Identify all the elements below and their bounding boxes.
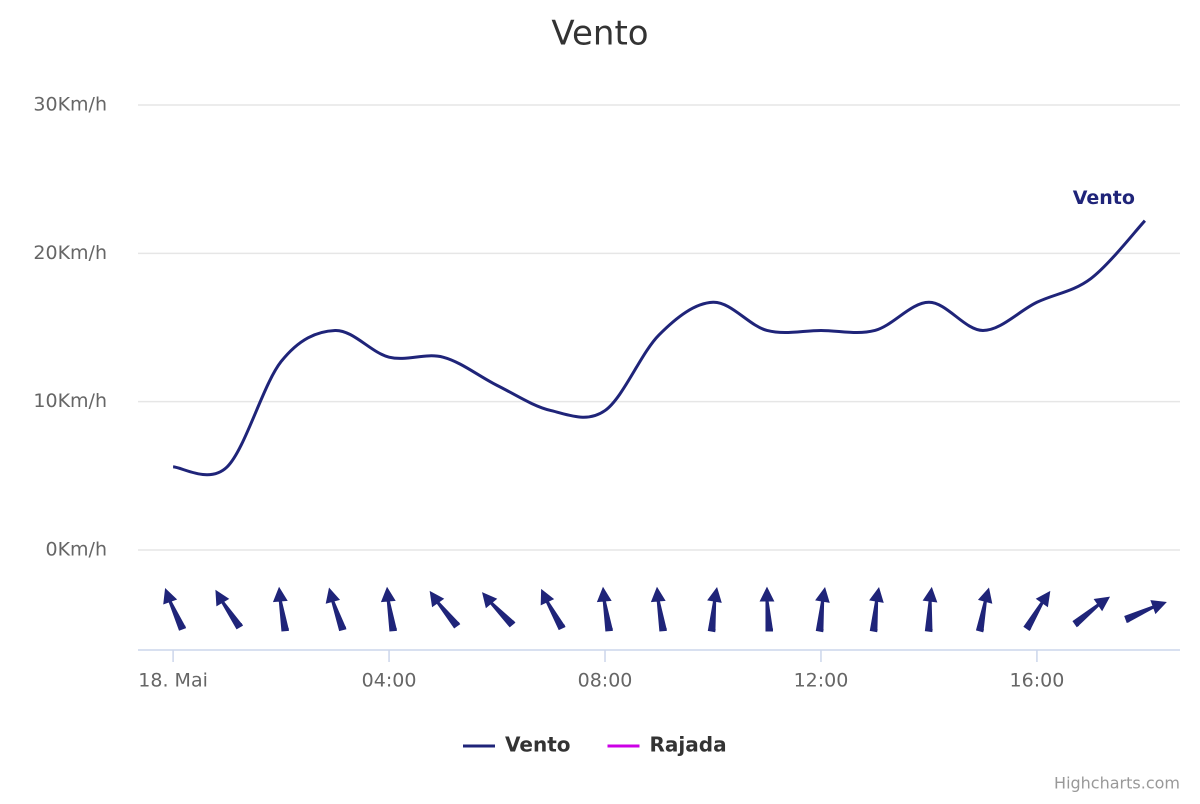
wind-arrow — [1072, 596, 1111, 628]
wind-arrow — [815, 587, 830, 633]
wind-arrow — [380, 586, 397, 632]
wind-arrow — [163, 588, 187, 631]
chart-title: Vento — [551, 14, 648, 54]
credits: Highcharts.com — [1054, 774, 1180, 793]
x-tick-label: 16:00 — [1010, 670, 1065, 692]
wind-arrow — [759, 586, 775, 632]
x-tick-label: 12:00 — [794, 670, 849, 692]
series-label: Vento — [1073, 187, 1135, 209]
y-tick-label: 10Km/h — [33, 390, 107, 412]
y-tick-label: 20Km/h — [33, 242, 107, 264]
series-line — [172, 219, 1147, 477]
wind-arrow — [596, 586, 613, 632]
legend-label[interactable]: Vento — [505, 733, 571, 757]
x-tick-label: 18. Mai — [138, 670, 208, 692]
wind-arrow — [650, 586, 667, 632]
y-tick-label: 30Km/h — [33, 94, 107, 116]
y-tick-label: 0Km/h — [46, 539, 108, 561]
wind-arrow — [1023, 590, 1051, 632]
legend-label[interactable]: Rajada — [650, 733, 727, 757]
wind-arrow — [540, 588, 566, 631]
wind-arrow — [975, 587, 993, 633]
x-tick-label: 04:00 — [362, 670, 417, 692]
wind-arrow — [272, 586, 289, 632]
wind-arrow — [429, 590, 461, 629]
wind-arrow — [922, 586, 938, 633]
wind-arrow — [707, 587, 722, 633]
wind-arrow — [325, 587, 347, 632]
wind-arrow — [1124, 600, 1167, 623]
wind-arrow — [482, 592, 516, 628]
wind-arrow — [215, 589, 244, 630]
wind-arrow — [869, 587, 884, 633]
x-tick-label: 08:00 — [578, 670, 633, 692]
